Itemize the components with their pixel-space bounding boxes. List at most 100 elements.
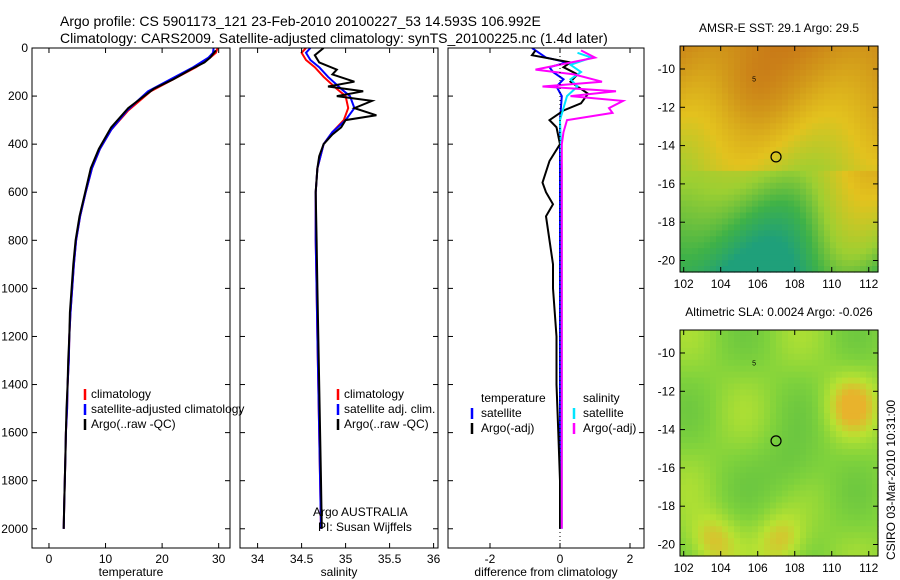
map-cell: [848, 431, 855, 438]
map-cell: [812, 81, 819, 89]
map-cell: [746, 520, 753, 527]
map-cell: [770, 182, 777, 190]
map-cell: [812, 242, 819, 249]
map-cell: [830, 57, 837, 65]
map-cell: [746, 478, 753, 486]
map-cell: [716, 466, 723, 474]
map-cell: [746, 188, 753, 196]
map-cell: [740, 460, 747, 468]
map-cell: [680, 99, 687, 107]
map-cell: [758, 176, 765, 184]
map-cell: [692, 111, 699, 118]
map-cell: [818, 460, 825, 468]
map-cell: [710, 466, 717, 474]
map-cell: [722, 454, 729, 462]
map-cell: [680, 377, 687, 385]
map-cell: [686, 218, 693, 226]
map-cell: [746, 141, 753, 148]
x-tick-label: 36: [427, 552, 441, 566]
map-cell: [758, 526, 765, 533]
map-cell: [680, 389, 687, 397]
map-cell: [758, 81, 765, 89]
map-cell: [872, 194, 879, 202]
map-cell: [704, 182, 711, 190]
map-cell: [812, 395, 819, 402]
map-cell: [836, 99, 843, 107]
map-cell: [698, 466, 705, 474]
map-cell: [698, 484, 705, 492]
map-cell: [728, 117, 735, 124]
map-cell: [686, 182, 693, 190]
map-cell: [860, 46, 867, 53]
map-cell: [722, 69, 729, 77]
map-cell: [824, 200, 831, 208]
map-cell: [740, 538, 747, 545]
map-cell: [854, 111, 861, 118]
map-cell: [806, 448, 813, 456]
map-cell: [746, 260, 753, 267]
map-cell: [836, 520, 843, 527]
map-cell: [866, 147, 873, 154]
map-cell: [764, 46, 771, 53]
map-cell: [680, 236, 687, 243]
map-cell: [758, 46, 765, 53]
map-cell: [830, 75, 837, 83]
map-cell: [698, 75, 705, 83]
map-cell: [728, 520, 735, 527]
map-cell: [686, 550, 693, 557]
map-cell: [770, 514, 777, 521]
map-cell: [812, 550, 819, 557]
map-cell: [728, 75, 735, 83]
map-cell: [752, 359, 759, 367]
map-cell: [830, 341, 837, 349]
map-cell: [848, 170, 855, 178]
y-tick-label: 1800: [1, 474, 28, 488]
map-cell: [722, 159, 729, 166]
map-cell: [782, 347, 789, 355]
map-cell: [824, 365, 831, 373]
map-cell: [764, 502, 771, 510]
y-tick-label: -18: [658, 215, 676, 229]
map-cell: [860, 218, 867, 226]
map-cell: [734, 335, 741, 343]
map-cell: [812, 260, 819, 267]
map-cell: [758, 206, 765, 214]
map-cell: [746, 147, 753, 154]
map-cell: [806, 153, 813, 160]
map-cell: [782, 401, 789, 408]
map-cell: [782, 520, 789, 527]
map-cell: [818, 484, 825, 492]
map-cell: [830, 496, 837, 504]
map-cell: [830, 371, 837, 379]
map-cell: [818, 437, 825, 444]
map-cell: [728, 377, 735, 385]
map-cell: [806, 335, 813, 343]
map-cell: [734, 437, 741, 444]
map-cell: [800, 176, 807, 184]
map-cell: [734, 63, 741, 71]
map-cell: [758, 69, 765, 77]
map-cell: [800, 46, 807, 53]
map-cell: [860, 99, 867, 107]
map-cell: [872, 490, 879, 498]
map-cell: [764, 51, 771, 59]
map-cell: [692, 532, 699, 539]
map-cell: [764, 365, 771, 373]
map-cell: [680, 260, 687, 267]
map-cell: [764, 182, 771, 190]
map-cell: [746, 335, 753, 343]
map-cell: [818, 520, 825, 527]
map-cell: [680, 335, 687, 343]
map-cell: [794, 147, 801, 154]
map-cell: [854, 176, 861, 184]
map-cell: [698, 454, 705, 462]
map-cell: [776, 532, 783, 539]
map-cell: [824, 224, 831, 231]
map-cell: [776, 389, 783, 397]
map-cell: [872, 105, 879, 113]
map-cell: [866, 514, 873, 521]
map-cell: [722, 496, 729, 504]
map-cell: [698, 472, 705, 480]
map-cell: [680, 242, 687, 249]
map-cell: [776, 63, 783, 71]
